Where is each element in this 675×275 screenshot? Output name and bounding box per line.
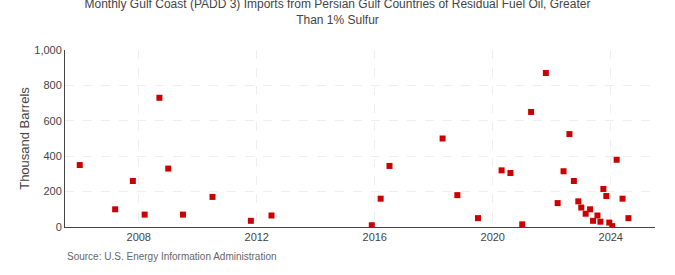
svg-text:2016: 2016 (363, 231, 387, 243)
svg-text:Source: U.S. Energy Informatio: Source: U.S. Energy Information Administ… (67, 251, 277, 262)
svg-text:2008: 2008 (127, 231, 151, 243)
svg-text:2024: 2024 (599, 231, 623, 243)
svg-text:Monthly Gulf Coast (PADD 3) Im: Monthly Gulf Coast (PADD 3) Imports from… (85, 0, 591, 27)
svg-text:1,000: 1,000 (34, 44, 62, 56)
svg-text:Thousand Barrels: Thousand Barrels (17, 87, 32, 190)
svg-text:2012: 2012 (245, 231, 269, 243)
svg-text:400: 400 (43, 150, 61, 162)
svg-text:2020: 2020 (481, 231, 505, 243)
svg-text:200: 200 (43, 185, 61, 197)
svg-text:0: 0 (56, 221, 62, 233)
svg-text:800: 800 (43, 79, 61, 91)
svg-text:600: 600 (43, 115, 61, 127)
